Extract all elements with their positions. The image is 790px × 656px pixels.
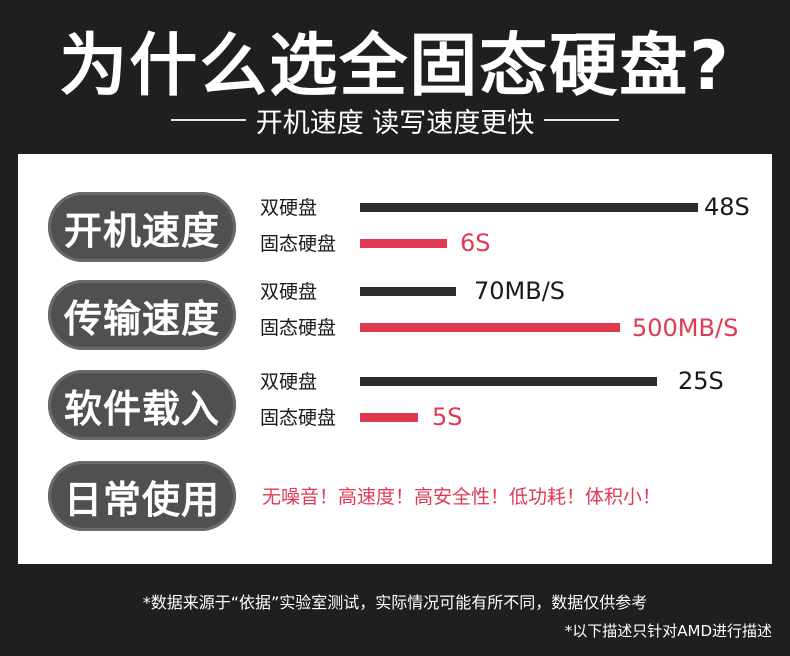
ssd-label-transfer: 固态硬盘 [260, 317, 337, 339]
hdd-label-loading: 双硬盘 [260, 371, 318, 393]
hdd-value-transfer: 70MB/S [474, 277, 566, 305]
subtitle: 开机速度 读写速度更快 [255, 107, 535, 139]
subtitle-right-rule [544, 119, 620, 121]
hdd-bar-loading [360, 377, 657, 386]
hdd-bar-boot [360, 203, 698, 212]
ssd-bar-boot [360, 239, 447, 248]
page-title: 为什么选全固态硬盘? [59, 27, 731, 106]
hdd-label-boot: 双硬盘 [260, 197, 318, 219]
ssd-value-loading: 5S [432, 403, 463, 431]
category-pill-loading: 软件载入 [48, 370, 236, 440]
ssd-bar-loading [360, 413, 418, 422]
ssd-value-boot: 6S [460, 229, 491, 257]
ssd-bar-transfer [360, 323, 620, 332]
category-pill-boot: 开机速度 [48, 192, 236, 262]
hdd-value-boot: 48S [704, 193, 750, 221]
subtitle-row: 开机速度 读写速度更快 [0, 100, 790, 140]
category-pill-transfer: 传输速度 [48, 280, 236, 350]
category-pill-daily: 日常使用 [48, 461, 236, 531]
daily-benefits-text: 无噪音！高速度！高安全性！低功耗！体积小！ [262, 486, 662, 508]
ssd-value-transfer: 500MB/S [632, 314, 739, 342]
hdd-value-loading: 25S [678, 367, 724, 395]
hdd-label-transfer: 双硬盘 [260, 281, 318, 303]
subtitle-left-rule [170, 119, 246, 121]
data-source-footnote: *数据来源于“依据”实验室测试，实际情况可能有所不同，数据仅供参考 [142, 593, 648, 612]
hdd-bar-transfer [360, 287, 456, 296]
ssd-label-boot: 固态硬盘 [260, 233, 337, 255]
amd-footnote: *以下描述只针对AMD进行描述 [564, 622, 772, 640]
comparison-panel: 开机速度 双硬盘 48S 固态硬盘 6S 传输速度 双硬盘 70MB/S 固态硬… [18, 154, 772, 564]
ssd-label-loading: 固态硬盘 [260, 407, 337, 429]
